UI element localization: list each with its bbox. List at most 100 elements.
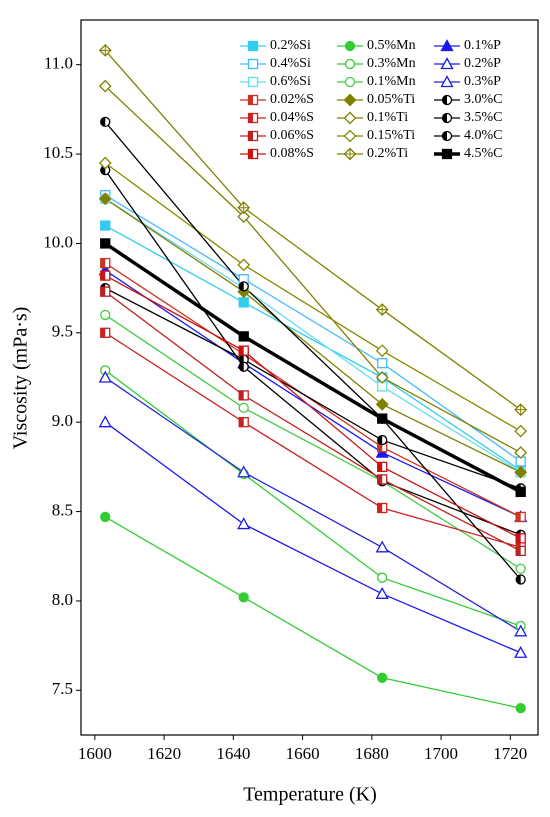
marker-shape: [247, 40, 259, 52]
marker: [247, 148, 259, 160]
x-axis-label: Temperature (K): [243, 784, 377, 806]
marker-half: [100, 328, 106, 338]
marker: [440, 57, 454, 70]
marker: [100, 238, 111, 249]
marker-half: [442, 95, 447, 105]
legend-label: 0.04%S: [270, 110, 314, 125]
marker: [238, 281, 249, 292]
marker: [100, 327, 111, 338]
legend-label: 0.08%S: [270, 146, 314, 161]
legend: 0.2%Si 0.5%Mn 0.1%P 0.4%Si 0.3%Mn 0.2%P 0.6%Si…: [240, 38, 503, 161]
y-tick-label: 8.5: [52, 500, 73, 519]
y-tick-label: 9.0: [52, 411, 73, 430]
marker-shape: [375, 344, 389, 358]
marker-shape: [100, 220, 111, 231]
marker-half: [100, 258, 106, 268]
marker: [98, 156, 112, 170]
legend-label: 0.15%Ti: [367, 128, 415, 143]
marker-shape: [98, 370, 112, 383]
legend-label: 0.2%Si: [270, 38, 311, 53]
marker-cross: [344, 148, 356, 160]
marker-shape: [343, 129, 357, 143]
marker: [515, 703, 526, 714]
marker-shape: [98, 192, 112, 206]
marker: [515, 563, 526, 574]
marker: [375, 397, 389, 411]
marker-shape: [375, 540, 389, 553]
marker-half: [516, 533, 521, 543]
marker-cross: [515, 404, 527, 416]
marker: [515, 486, 526, 498]
legend-label: 0.1%Ti: [367, 110, 408, 125]
series-line: [104, 291, 521, 552]
marker-cross: [376, 304, 388, 316]
marker: [343, 93, 357, 107]
marker: [344, 40, 356, 52]
legend-label: 0.1%Mn: [367, 74, 416, 89]
y-tick-label: 11.0: [44, 54, 73, 73]
marker: [237, 210, 251, 224]
marker: [344, 76, 356, 88]
marker-shape: [515, 563, 526, 574]
marker-half: [248, 113, 253, 123]
marker: [375, 586, 389, 599]
marker: [514, 624, 528, 637]
marker-shape: [343, 111, 357, 125]
marker-shape: [100, 238, 111, 249]
marker: [238, 402, 249, 414]
marker-shape: [377, 672, 388, 683]
series-line: [104, 421, 521, 654]
marker: [514, 403, 528, 417]
marker: [238, 361, 249, 372]
marker: [247, 112, 259, 124]
marker: [238, 390, 249, 401]
marker-shape: [515, 486, 526, 498]
marker: [514, 465, 528, 479]
marker: [377, 572, 388, 583]
marker-half: [377, 503, 383, 513]
marker: [100, 309, 111, 321]
marker-shape: [98, 79, 112, 93]
marker-half: [239, 417, 244, 427]
marker-half: [100, 271, 106, 281]
marker: [247, 94, 259, 106]
series-line: [104, 269, 521, 518]
marker: [238, 345, 249, 356]
marker: [375, 540, 389, 553]
marker-half: [239, 362, 244, 372]
legend-label: 4.0%C: [464, 128, 503, 143]
marker-half: [377, 474, 383, 484]
marker: [377, 434, 388, 446]
marker-half: [239, 390, 244, 400]
marker-shape: [440, 39, 454, 52]
marker: [98, 79, 112, 93]
series-line: [104, 194, 522, 463]
marker: [515, 511, 526, 523]
marker: [343, 129, 357, 143]
x-tick-label: 1680: [355, 744, 389, 763]
marker: [377, 502, 388, 514]
marker-shape: [344, 40, 356, 52]
marker: [377, 413, 388, 424]
marker: [247, 40, 259, 52]
marker-shape: [238, 297, 249, 308]
marker-half: [239, 281, 244, 291]
marker-shape: [98, 156, 112, 170]
marker-shape: [440, 75, 454, 88]
marker-shape: [237, 465, 251, 478]
series-line: [104, 516, 521, 709]
marker: [238, 417, 249, 428]
marker: [515, 533, 526, 544]
marker: [377, 358, 388, 369]
legend-label: 0.05%Ti: [367, 92, 415, 107]
marker-shape: [375, 397, 389, 411]
marker: [98, 370, 112, 383]
marker-half: [377, 435, 383, 445]
marker: [514, 424, 528, 438]
marker-shape: [237, 210, 251, 224]
series-line: [104, 262, 521, 518]
marker-half: [516, 512, 521, 522]
x-tick-label: 1640: [216, 744, 250, 763]
marker: [514, 446, 528, 459]
series-line: [104, 369, 521, 627]
